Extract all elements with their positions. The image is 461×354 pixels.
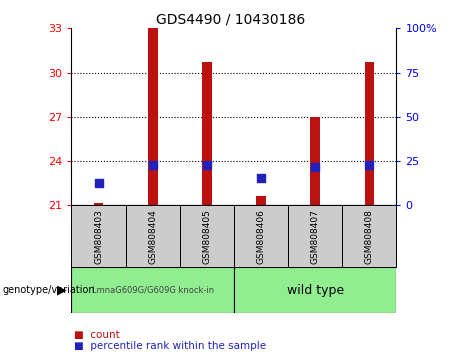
Text: GSM808403: GSM808403 — [94, 209, 103, 264]
Point — [366, 162, 373, 167]
Text: ■  count: ■ count — [74, 330, 119, 339]
Text: wild type: wild type — [287, 284, 344, 297]
FancyBboxPatch shape — [71, 205, 125, 267]
FancyBboxPatch shape — [125, 205, 180, 267]
Text: ▶: ▶ — [57, 284, 67, 297]
Point — [95, 180, 102, 186]
Bar — [256, 196, 266, 205]
Bar — [202, 62, 212, 205]
FancyBboxPatch shape — [71, 267, 234, 313]
Text: ■  percentile rank within the sample: ■ percentile rank within the sample — [74, 341, 266, 351]
Point — [257, 175, 265, 181]
FancyBboxPatch shape — [342, 205, 396, 267]
FancyBboxPatch shape — [234, 267, 396, 313]
FancyBboxPatch shape — [180, 205, 234, 267]
Text: GSM808408: GSM808408 — [365, 209, 374, 264]
Bar — [148, 28, 158, 205]
Text: GSM808404: GSM808404 — [148, 209, 157, 264]
Text: GSM808407: GSM808407 — [311, 209, 320, 264]
Text: LmnaG609G/G609G knock-in: LmnaG609G/G609G knock-in — [92, 286, 214, 295]
Text: GDS4490 / 10430186: GDS4490 / 10430186 — [156, 12, 305, 27]
Text: genotype/variation: genotype/variation — [2, 285, 95, 295]
Bar — [94, 203, 103, 205]
Point — [312, 164, 319, 170]
FancyBboxPatch shape — [288, 205, 342, 267]
Point — [203, 162, 211, 167]
FancyBboxPatch shape — [234, 205, 288, 267]
Text: GSM808406: GSM808406 — [256, 209, 266, 264]
Text: GSM808405: GSM808405 — [202, 209, 212, 264]
Bar — [365, 62, 374, 205]
Point — [149, 162, 156, 167]
Bar — [310, 117, 320, 205]
